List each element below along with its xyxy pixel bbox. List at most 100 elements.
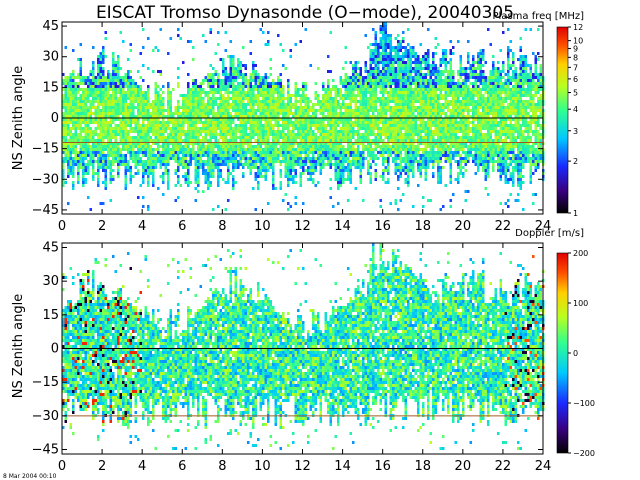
heatmap-cell [264,82,267,85]
heatmap-cell [372,52,375,55]
heatmap-cell [297,127,300,130]
heatmap-cell [397,187,400,190]
heatmap-cell [109,160,112,163]
heatmap-cell [379,145,382,148]
heatmap-cell [217,82,220,85]
heatmap-cell [372,73,375,76]
heatmap-cell [232,157,235,160]
heatmap-cell [277,100,280,103]
heatmap-cell [412,82,415,85]
heatmap-cell [74,124,77,127]
heatmap-cell [309,157,312,160]
heatmap-cell [242,127,245,130]
heatmap-cell [132,139,135,142]
heatmap-cell [162,145,165,148]
heatmap-cell [67,82,70,85]
heatmap-cell [434,64,437,67]
heatmap-cell [72,169,75,172]
heatmap-cell [164,163,167,166]
heatmap-cell [94,133,97,136]
heatmap-cell [432,148,435,151]
heatmap-cell [389,64,392,67]
heatmap-cell [127,85,130,88]
heatmap-cell [409,169,412,172]
heatmap-cell [337,118,340,121]
heatmap-cell [164,157,167,160]
heatmap-cell [242,82,245,85]
heatmap-cell [64,97,67,100]
heatmap-cell [104,127,107,130]
heatmap-cell [219,145,222,148]
heatmap-cell [364,136,367,139]
heatmap-cell [354,67,357,70]
heatmap-cell [297,142,300,145]
heatmap-cell [97,175,100,178]
heatmap-cell [302,91,305,94]
heatmap-cell [119,91,122,94]
heatmap-cell [389,202,392,205]
heatmap-cell [102,136,105,139]
heatmap-cell [427,52,430,55]
heatmap-cell [349,130,352,133]
heatmap-cell [409,157,412,160]
heatmap-cell [162,109,165,112]
heatmap-cell [169,127,172,130]
heatmap-cell [222,127,225,130]
heatmap-cell [217,184,220,187]
heatmap-cell [364,88,367,91]
heatmap-cell [377,142,380,145]
heatmap-cell [224,82,227,85]
heatmap-cell [372,142,375,145]
heatmap-cell [282,85,285,88]
heatmap-cell [359,91,362,94]
heatmap-cell [382,172,385,175]
heatmap-cell [252,70,255,73]
heatmap-cell [402,61,405,64]
heatmap-cell [174,145,177,148]
heatmap-cell [184,175,187,178]
heatmap-cell [367,109,370,112]
heatmap-cell [412,163,415,166]
heatmap-cell [132,91,135,94]
heatmap-cell [112,133,115,136]
heatmap-cell [127,121,130,124]
heatmap-cell [112,145,115,148]
heatmap-cell [272,187,275,190]
heatmap-cell [67,145,70,148]
heatmap-cell [159,157,162,160]
heatmap-cell [99,88,102,91]
heatmap-cell [144,100,147,103]
heatmap-cell [429,139,432,142]
heatmap-cell [229,91,232,94]
heatmap-cell [92,178,95,181]
heatmap-cell [342,181,345,184]
heatmap-cell [359,97,362,100]
heatmap-cell [387,154,390,157]
heatmap-cell [389,76,392,79]
heatmap-cell [284,154,287,157]
heatmap-cell [167,187,170,190]
heatmap-cell [97,76,100,79]
heatmap-cell [274,187,277,190]
heatmap-cell [274,154,277,157]
heatmap-cell [354,85,357,88]
heatmap-cell [267,133,270,136]
heatmap-cell [97,124,100,127]
heatmap-cell [104,175,107,178]
heatmap-cell [184,136,187,139]
heatmap-cell [402,37,405,40]
heatmap-cell [252,124,255,127]
heatmap-cell [372,43,375,46]
heatmap-cell [129,148,132,151]
heatmap-cell [82,145,85,148]
heatmap-cell [222,79,225,82]
heatmap-cell [407,121,410,124]
heatmap-cell [364,61,367,64]
heatmap-cell [304,85,307,88]
heatmap-cell [219,91,222,94]
heatmap-cell [327,70,330,73]
heatmap-cell [279,163,282,166]
heatmap-cell [72,79,75,82]
heatmap-cell [67,106,70,109]
heatmap-cell [122,142,125,145]
